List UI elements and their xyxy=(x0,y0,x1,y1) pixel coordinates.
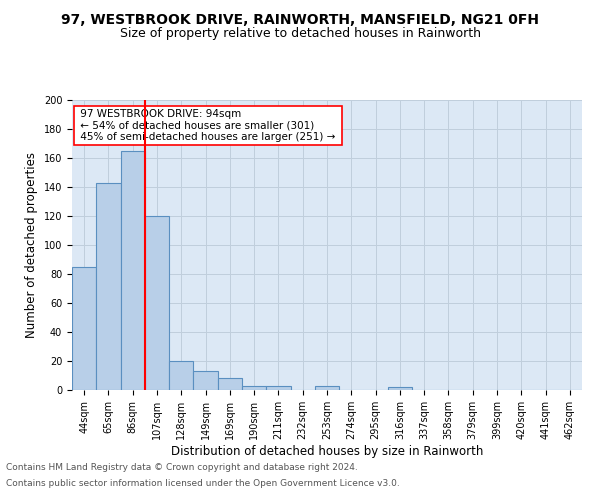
Bar xyxy=(242,386,266,390)
X-axis label: Distribution of detached houses by size in Rainworth: Distribution of detached houses by size … xyxy=(171,444,483,458)
Text: Size of property relative to detached houses in Rainworth: Size of property relative to detached ho… xyxy=(119,28,481,40)
Bar xyxy=(266,386,290,390)
Text: 97, WESTBROOK DRIVE, RAINWORTH, MANSFIELD, NG21 0FH: 97, WESTBROOK DRIVE, RAINWORTH, MANSFIEL… xyxy=(61,12,539,26)
Text: Contains public sector information licensed under the Open Government Licence v3: Contains public sector information licen… xyxy=(6,478,400,488)
Text: Contains HM Land Registry data © Crown copyright and database right 2024.: Contains HM Land Registry data © Crown c… xyxy=(6,464,358,472)
Bar xyxy=(315,386,339,390)
Bar xyxy=(193,371,218,390)
Y-axis label: Number of detached properties: Number of detached properties xyxy=(25,152,38,338)
Text: 97 WESTBROOK DRIVE: 94sqm 
 ← 54% of detached houses are smaller (301) 
 45% of : 97 WESTBROOK DRIVE: 94sqm ← 54% of detac… xyxy=(77,108,339,142)
Bar xyxy=(121,151,145,390)
Bar xyxy=(388,387,412,390)
Bar xyxy=(96,182,121,390)
Bar xyxy=(169,361,193,390)
Bar xyxy=(218,378,242,390)
Bar xyxy=(72,267,96,390)
Bar xyxy=(145,216,169,390)
